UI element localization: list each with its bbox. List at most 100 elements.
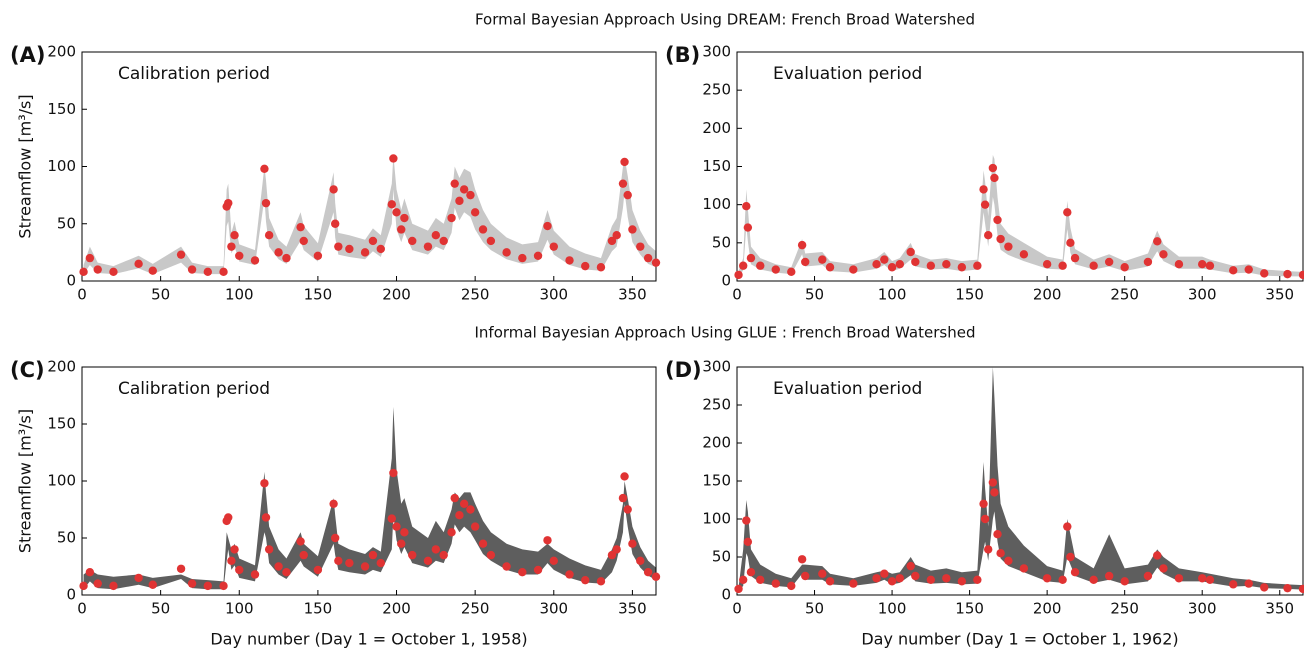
observed-point — [397, 539, 406, 548]
observed-point — [392, 522, 401, 531]
observed-point — [742, 201, 751, 211]
observed-point — [1042, 260, 1052, 269]
x-tick-label: 100 — [878, 600, 907, 618]
observed-point — [797, 240, 807, 250]
observed-point — [1244, 265, 1253, 274]
observed-point — [466, 190, 475, 200]
observed-point — [996, 549, 1005, 558]
observed-point — [628, 225, 637, 234]
observed-point — [1244, 579, 1253, 588]
observed-point — [1198, 574, 1207, 583]
observed-point — [596, 577, 606, 586]
observed-point — [651, 572, 661, 581]
observed-point — [872, 260, 881, 269]
x-tick-label: 250 — [1110, 600, 1139, 618]
observed-point — [990, 173, 999, 183]
observed-point — [543, 536, 552, 545]
x-tick-label: 300 — [1188, 286, 1217, 304]
observed-point — [376, 558, 385, 568]
observed-point — [993, 530, 1002, 539]
annotation: Evaluation period — [773, 379, 922, 399]
observed-point — [176, 250, 186, 259]
observed-point — [1298, 584, 1304, 594]
observed-point — [450, 179, 459, 188]
observed-point — [1089, 261, 1098, 270]
panel-label: (B) — [665, 43, 700, 67]
observed-point — [1229, 580, 1238, 589]
observed-point — [636, 242, 645, 251]
panel: 0 50 100 150 200 250 300 350050100150200250300(… — [665, 358, 1304, 649]
observed-point — [565, 256, 574, 265]
observed-point — [423, 556, 433, 565]
observed-point — [261, 198, 271, 208]
observed-point — [849, 579, 858, 588]
y-tick-label: 0 — [721, 272, 731, 290]
observed-point — [224, 198, 233, 208]
observed-point — [743, 537, 753, 546]
observed-point — [623, 190, 632, 200]
observed-point — [230, 545, 239, 554]
y-tick-label: 250 — [702, 81, 731, 99]
observed-point — [911, 257, 920, 267]
observed-point — [447, 528, 456, 537]
observed-point — [756, 261, 765, 270]
observed-point — [1063, 522, 1072, 531]
panel: 0 50 100 150 200 250 300 350050100150200250300(… — [665, 43, 1304, 304]
observed-point — [250, 570, 260, 579]
observed-point — [518, 568, 527, 577]
x-tick-label: 300 — [539, 286, 568, 304]
observed-point — [618, 493, 628, 503]
observed-point — [459, 499, 469, 508]
observed-point — [203, 581, 213, 591]
observed-point — [825, 263, 835, 272]
observed-point — [636, 556, 645, 565]
uncertainty-band — [83, 406, 656, 590]
observed-point — [906, 561, 915, 571]
x-tick-label: 150 — [955, 286, 984, 304]
observed-point — [360, 248, 370, 257]
observed-point — [739, 261, 748, 270]
observed-point — [176, 564, 186, 573]
observed-point — [478, 225, 488, 234]
observed-point — [227, 242, 236, 251]
observed-point — [1205, 575, 1215, 584]
x-tick-label: 150 — [304, 286, 333, 304]
x-tick-label: 150 — [304, 600, 333, 618]
observed-point — [109, 267, 118, 277]
observed-point — [148, 266, 157, 275]
observed-point — [360, 562, 370, 571]
observed-point — [274, 248, 283, 257]
observed-point — [980, 200, 990, 209]
observed-point — [282, 253, 291, 263]
y-tick-label: 50 — [712, 548, 731, 566]
panel-label: (D) — [665, 358, 702, 382]
y-tick-label: 300 — [702, 358, 731, 376]
observed-point — [1070, 568, 1080, 577]
observed-point — [746, 568, 756, 577]
observed-point — [518, 253, 527, 263]
y-tick-label: 100 — [702, 195, 731, 213]
observed-point — [771, 265, 780, 274]
observed-point — [1174, 574, 1184, 583]
observed-point — [979, 499, 988, 508]
observed-point — [227, 556, 236, 565]
observed-point — [1004, 242, 1013, 251]
observed-point — [187, 265, 197, 274]
observed-point — [230, 231, 239, 240]
observed-point — [801, 571, 810, 581]
observed-point — [329, 499, 338, 508]
observed-point — [607, 236, 617, 246]
row-title: Informal Bayesian Approach Using GLUE : … — [475, 324, 976, 342]
panel-label: (A) — [10, 43, 45, 67]
observed-point — [1120, 263, 1129, 272]
observed-point — [187, 579, 197, 588]
observed-point — [1260, 269, 1269, 278]
observed-point — [942, 260, 951, 269]
observed-point — [906, 247, 915, 257]
observed-point — [345, 558, 354, 568]
observed-point — [439, 550, 448, 560]
x-tick-label: 0 — [732, 600, 742, 618]
observed-point — [368, 550, 378, 560]
observed-point — [980, 514, 990, 524]
y-tick-label: 250 — [702, 396, 731, 414]
